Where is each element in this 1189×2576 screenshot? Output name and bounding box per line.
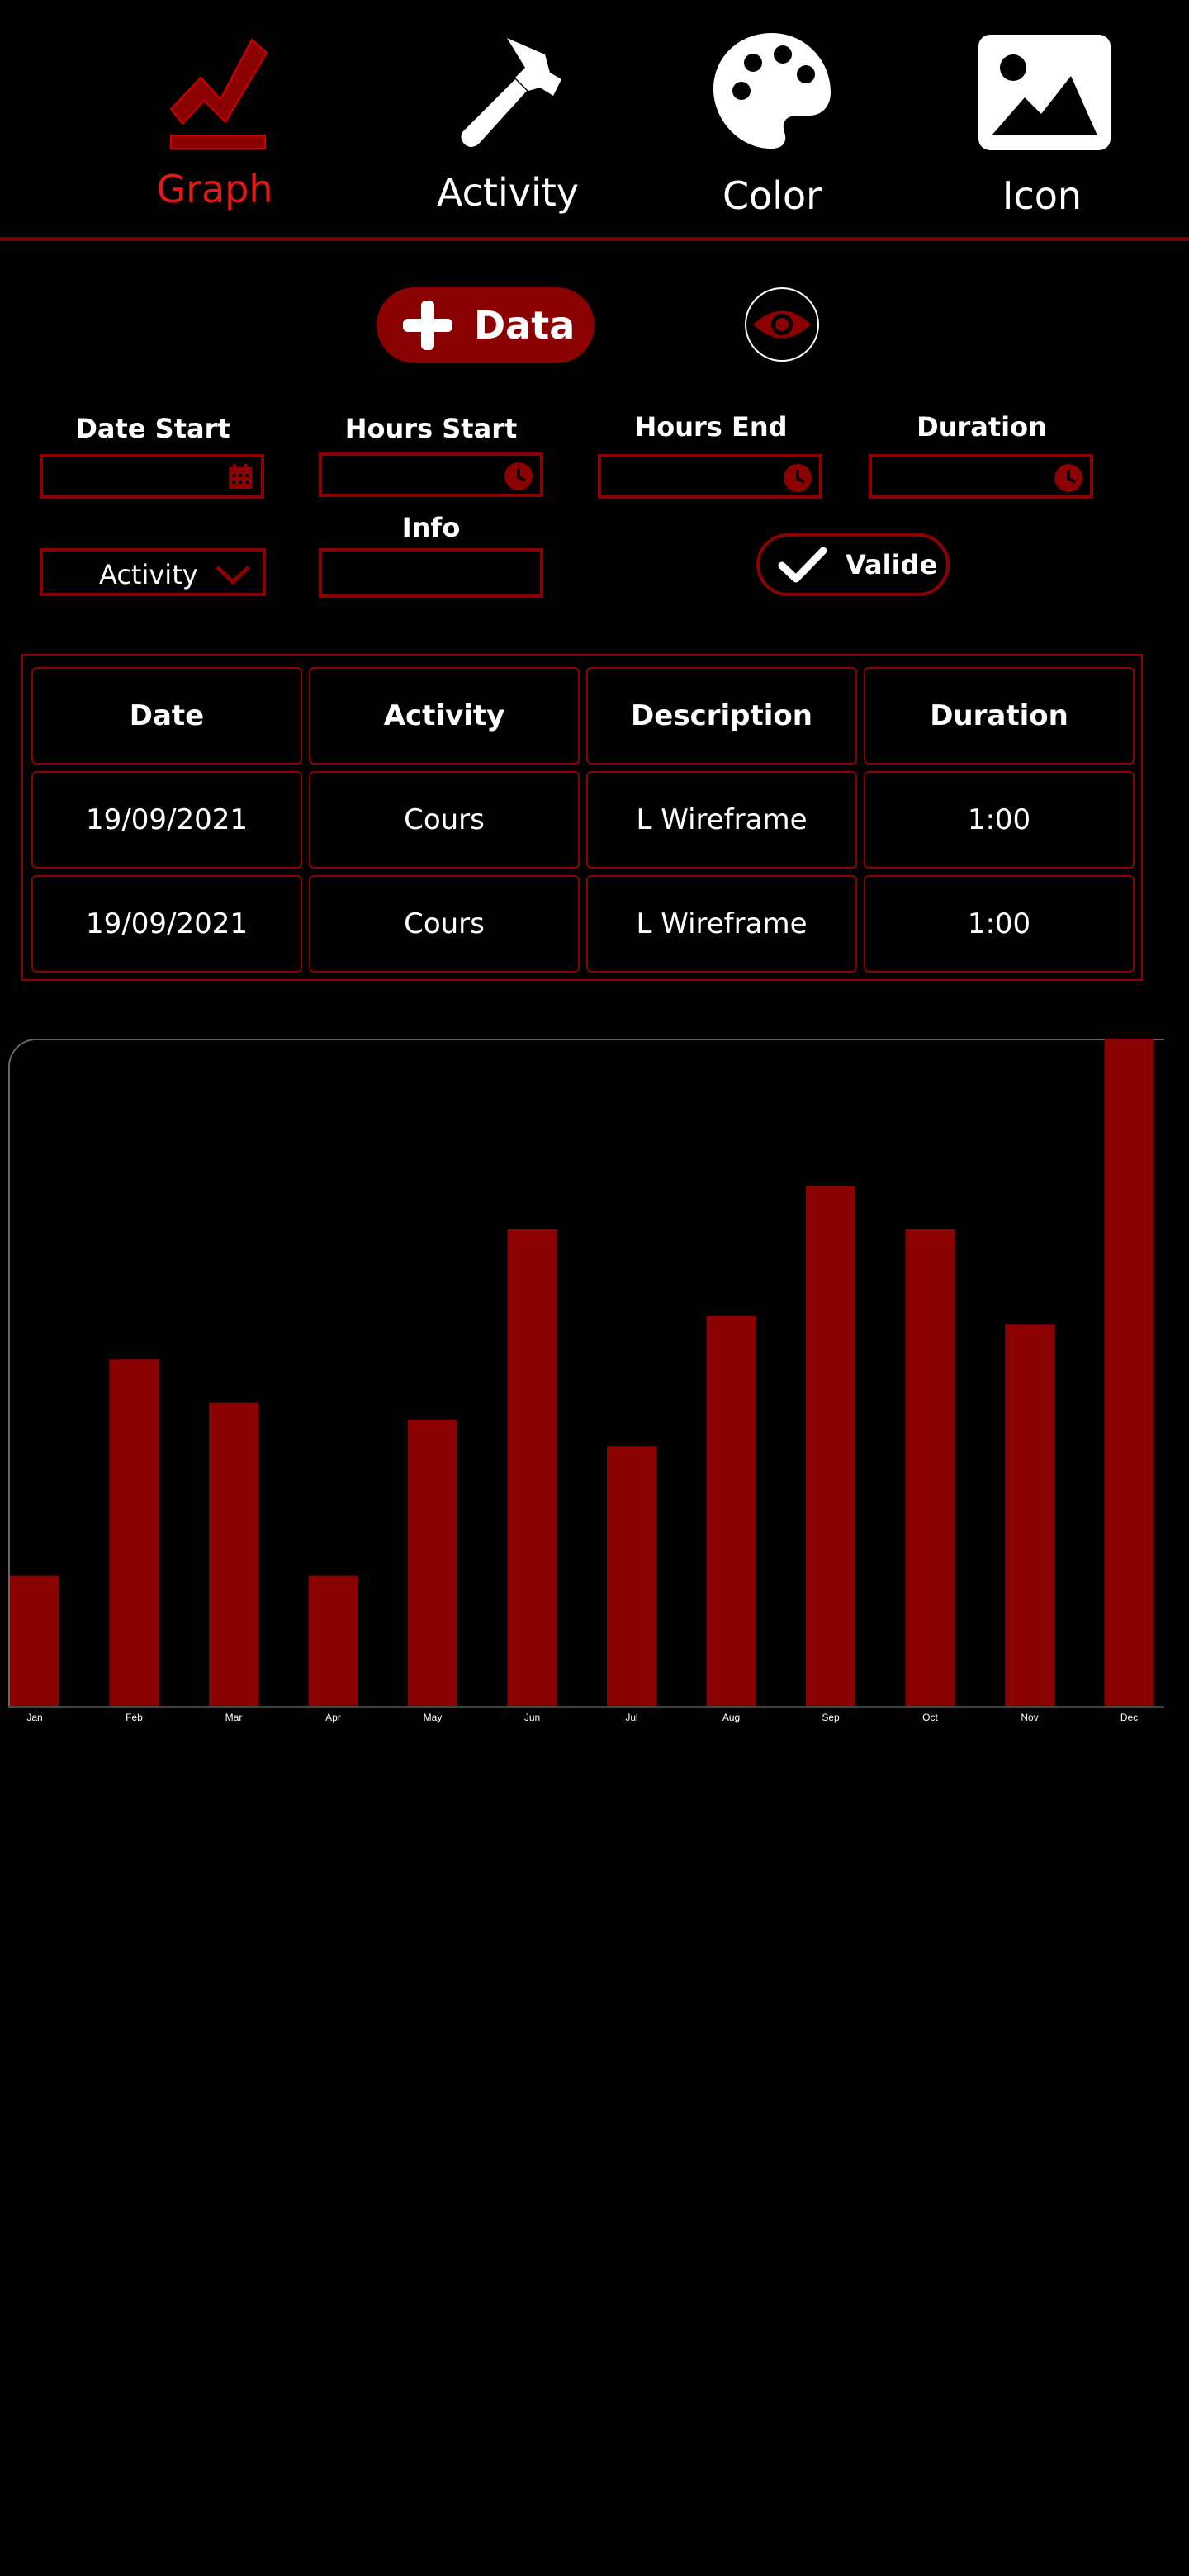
image-icon [978, 35, 1111, 150]
duration-input[interactable] [872, 457, 1037, 495]
table-header-description: Description [586, 667, 857, 765]
info-field[interactable] [319, 548, 543, 598]
chart-baseline [8, 1706, 1164, 1708]
table-cell-date[interactable]: 19/09/2021 [31, 771, 302, 869]
date-start-input[interactable] [43, 457, 208, 495]
info-input[interactable] [322, 552, 487, 594]
nav-label-color: Color [722, 173, 822, 218]
bar-dec [1104, 1039, 1154, 1706]
bar-nov [1005, 1324, 1054, 1706]
bar-mar [209, 1402, 258, 1706]
table-header-duration: Duration [864, 667, 1135, 765]
nav-label-graph: Graph [156, 167, 273, 211]
hours-start-input[interactable] [322, 456, 487, 494]
bar-aug [706, 1315, 756, 1706]
nav-graph[interactable]: Graph [140, 30, 289, 220]
activity-table: Date Activity Description Duration 19/09… [21, 654, 1143, 981]
table-cell-description[interactable]: L Wireframe [586, 771, 857, 869]
bar-oct [905, 1229, 955, 1706]
nav-activity[interactable]: Activity [433, 30, 582, 225]
calendar-icon[interactable] [226, 463, 254, 491]
nav-divider [0, 237, 1189, 241]
bar-feb [109, 1359, 159, 1706]
nav-label-icon: Icon [1002, 173, 1082, 218]
x-tick-label: Oct [922, 1712, 938, 1723]
table-header-date: Date [31, 667, 302, 765]
chart-frame [8, 1039, 1164, 1707]
info-label: Info [401, 512, 461, 543]
hours-start-label: Hours Start [344, 413, 518, 444]
duration-field[interactable] [869, 454, 1093, 499]
bar-jan [10, 1575, 59, 1706]
check-icon [778, 547, 827, 583]
table-header-activity: Activity [309, 667, 580, 765]
nav-label-activity: Activity [436, 170, 580, 215]
bar-jun [507, 1229, 557, 1706]
hammer-icon [461, 38, 561, 147]
add-data-label: Data [474, 303, 576, 348]
bar-apr [308, 1575, 358, 1706]
activity-select-value: Activity [99, 559, 198, 590]
x-tick-label: Sep [822, 1712, 840, 1723]
valide-button[interactable]: Valide [756, 533, 950, 596]
hours-end-label: Hours End [634, 411, 788, 443]
nav-color[interactable]: Color [702, 30, 842, 225]
table-cell-activity[interactable]: Cours [309, 771, 580, 869]
x-tick-label: Mar [225, 1712, 243, 1723]
hours-end-field[interactable] [598, 454, 822, 499]
x-tick-label: Dec [1120, 1712, 1138, 1723]
bar-jul [607, 1446, 656, 1706]
palette-icon [713, 33, 831, 149]
view-button[interactable] [745, 287, 819, 362]
clock-icon[interactable] [1054, 463, 1083, 493]
bar-may [408, 1419, 457, 1706]
x-tick-label: Feb [126, 1712, 143, 1723]
hours-end-input[interactable] [601, 457, 766, 495]
x-tick-label: Nov [1021, 1712, 1038, 1723]
table-cell-duration[interactable]: 1:00 [864, 875, 1135, 973]
date-start-field[interactable] [40, 454, 264, 499]
graph-icon [169, 38, 268, 149]
chevron-down-icon [216, 566, 250, 585]
bar-sep [806, 1186, 855, 1706]
x-tick-label: May [424, 1712, 443, 1723]
x-tick-label: Jun [524, 1712, 540, 1723]
table-cell-description[interactable]: L Wireframe [586, 875, 857, 973]
clock-icon[interactable] [783, 463, 812, 493]
eye-icon [753, 310, 811, 339]
x-tick-label: Apr [325, 1712, 341, 1723]
table-cell-date[interactable]: 19/09/2021 [31, 875, 302, 973]
nav-icon[interactable]: Icon [968, 30, 1116, 225]
x-tick-label: Jan [26, 1712, 42, 1723]
table-cell-duration[interactable]: 1:00 [864, 771, 1135, 869]
activity-select[interactable]: Activity [40, 548, 266, 596]
duration-label: Duration [917, 411, 1047, 443]
date-start-label: Date Start [75, 413, 230, 444]
x-tick-label: Aug [722, 1712, 740, 1723]
plus-icon [403, 301, 452, 350]
x-tick-label: Jul [625, 1712, 637, 1723]
valide-label: Valide [846, 549, 938, 580]
hours-start-field[interactable] [319, 452, 543, 497]
clock-icon[interactable] [504, 462, 533, 491]
table-cell-activity[interactable]: Cours [309, 875, 580, 973]
add-data-button[interactable]: Data [377, 287, 594, 363]
